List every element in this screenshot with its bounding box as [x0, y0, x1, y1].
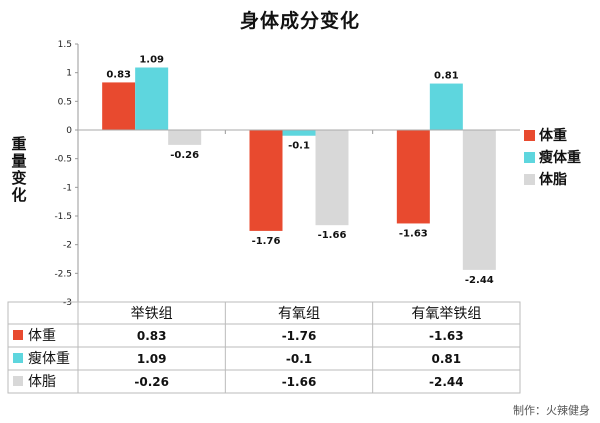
data-label: -1.63 — [399, 228, 428, 239]
legend: 体重 瘦体重 体脂 — [524, 124, 581, 190]
data-label: 0.83 — [106, 69, 131, 80]
legend-item-body-fat: 体脂 — [524, 168, 581, 190]
data-table-cell: -2.44 — [429, 375, 464, 389]
data-table-cell: -0.1 — [286, 352, 312, 366]
data-table-swatch — [13, 353, 23, 363]
y-tick-label: 1.5 — [58, 40, 72, 50]
bar — [462, 130, 496, 270]
credit-text: 制作：火辣健身 — [513, 404, 590, 417]
legend-swatch — [524, 129, 535, 141]
legend-label: 体脂 — [539, 172, 567, 188]
data-table-cell: 1.09 — [137, 352, 167, 366]
legend-swatch — [524, 173, 535, 185]
bar — [315, 130, 349, 226]
y-tick-label: -1 — [63, 183, 72, 193]
data-table-swatch — [13, 376, 23, 386]
y-tick-label: -2 — [63, 241, 72, 251]
bar — [282, 130, 316, 136]
x-category-label: 有氧举铁组 — [411, 306, 481, 322]
data-table-series-name: 体重 — [28, 328, 56, 344]
y-axis-label: 重量变化 — [11, 135, 27, 204]
data-table-cell: -0.26 — [134, 375, 169, 389]
data-label: -0.1 — [288, 141, 310, 152]
bar — [135, 67, 169, 130]
y-tick-label: 1 — [66, 69, 72, 79]
data-table-series-name: 瘦体重 — [28, 350, 70, 367]
data-label: -0.26 — [170, 150, 199, 161]
data-table-series-name: 体脂 — [28, 374, 56, 390]
y-tick-label: -1.5 — [54, 212, 72, 222]
y-tick-label: -0.5 — [54, 155, 72, 165]
bar — [102, 82, 136, 130]
bar — [168, 130, 202, 145]
x-category-label: 有氧组 — [278, 306, 320, 322]
bar — [396, 130, 430, 224]
legend-label: 瘦体重 — [539, 150, 581, 166]
legend-item-lean-mass: 瘦体重 — [524, 146, 581, 168]
data-label: 0.81 — [434, 71, 459, 82]
y-tick-label: 0.5 — [58, 97, 72, 107]
legend-label: 体重 — [539, 128, 567, 144]
bar — [249, 130, 283, 231]
y-tick-label: -2.5 — [54, 269, 72, 279]
y-tick-label: 0 — [66, 126, 72, 136]
chart-title: 身体成分变化 — [239, 10, 360, 32]
bar — [429, 83, 463, 130]
data-table-swatch — [13, 330, 23, 340]
data-table-cell: -1.66 — [282, 375, 317, 389]
data-label: -1.66 — [318, 230, 347, 241]
data-table-cell: 0.81 — [432, 352, 462, 366]
y-tick-label: -3 — [63, 298, 72, 308]
data-label: -2.44 — [465, 275, 494, 286]
data-label: 1.09 — [139, 55, 164, 66]
legend-item-weight: 体重 — [524, 124, 581, 146]
legend-swatch — [524, 151, 535, 163]
x-category-label: 举铁组 — [131, 306, 173, 322]
data-table-cell: -1.63 — [429, 329, 464, 343]
data-table-cell: 0.83 — [137, 329, 167, 343]
data-table-cell: -1.76 — [282, 329, 317, 343]
data-label: -1.76 — [252, 236, 281, 247]
